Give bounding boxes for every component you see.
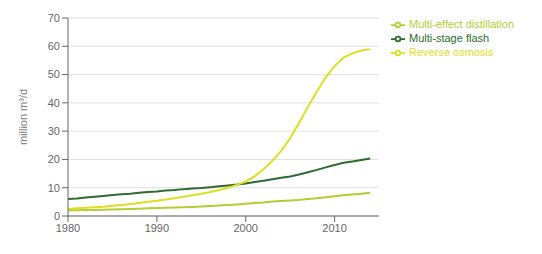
svg-text:1980: 1980 <box>56 222 80 234</box>
svg-text:10: 10 <box>48 182 60 194</box>
svg-text:2010: 2010 <box>322 222 346 234</box>
html-text:Multi-effect distillation: Multi-effect distillation <box>409 18 514 30</box>
svg-text:30: 30 <box>48 125 60 137</box>
svg-text:0: 0 <box>54 210 60 222</box>
svg-text:20: 20 <box>48 153 60 165</box>
html-text:Reverse osmosis: Reverse osmosis <box>409 46 494 59</box>
svg-text:1990: 1990 <box>145 222 169 234</box>
svg-text:2000: 2000 <box>233 222 257 234</box>
svg-text:million m³/d: million m³/d <box>17 89 29 145</box>
svg-text:70: 70 <box>48 12 60 24</box>
svg-text:50: 50 <box>48 68 60 80</box>
svg-text:60: 60 <box>48 40 60 52</box>
svg-text:40: 40 <box>48 97 60 109</box>
html-text:Multi-stage flash: Multi-stage flash <box>409 32 490 45</box>
